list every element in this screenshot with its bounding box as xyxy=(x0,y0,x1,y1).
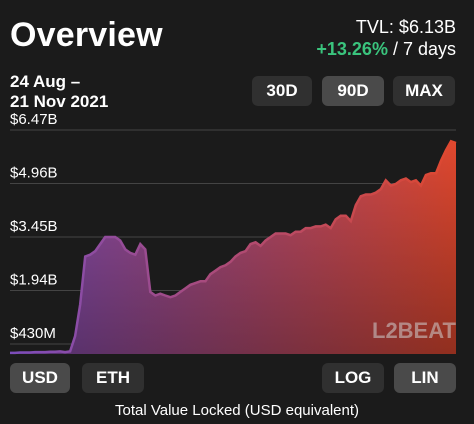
currency-usd-button[interactable]: USD xyxy=(10,363,70,393)
chart-caption: Total Value Locked (USD equivalent) xyxy=(114,402,360,419)
l2beat-watermark: L2BEAT xyxy=(372,318,456,343)
tvl-change-period: / 7 days xyxy=(387,39,456,59)
y-tick-label: $430M xyxy=(10,325,56,342)
y-tick-label: $1.94B xyxy=(10,272,58,289)
tvl-line xyxy=(10,139,457,355)
scale-lin-button[interactable]: LIN xyxy=(394,363,456,393)
tvl-area-chart: $6.47B $4.96B $3.45B $1.94B $430M L2BEAT xyxy=(10,111,457,355)
range-90d-button[interactable]: 90D xyxy=(322,76,384,106)
date-range-end: 21 Nov 2021 xyxy=(10,92,109,111)
range-max-button[interactable]: MAX xyxy=(393,76,455,106)
y-tick-label: $3.45B xyxy=(10,218,58,235)
scale-log-button[interactable]: LOG xyxy=(322,363,384,393)
date-range-start: 24 Aug – xyxy=(10,72,81,91)
y-tick-label: $6.47B xyxy=(10,111,58,128)
currency-eth-button[interactable]: ETH xyxy=(82,363,144,393)
tvl-value: TVL: $6.13B xyxy=(355,17,456,37)
tvl-change-row: +13.26% / 7 days xyxy=(316,38,456,60)
range-30d-button[interactable]: 30D xyxy=(252,76,312,106)
tvl-change-percent: +13.26% xyxy=(316,39,388,59)
tvl-area-shade xyxy=(10,141,456,354)
page-title: Overview xyxy=(10,16,163,54)
y-axis-labels: $6.47B $4.96B $3.45B $1.94B $430M xyxy=(10,111,58,342)
y-tick-label: $4.96B xyxy=(10,165,58,182)
svg-text:L2BEAT: L2BEAT xyxy=(372,318,456,343)
tvl-summary: TVL: $6.13B +13.26% / 7 days xyxy=(316,16,456,60)
date-range: 24 Aug – 21 Nov 2021 xyxy=(10,72,108,112)
